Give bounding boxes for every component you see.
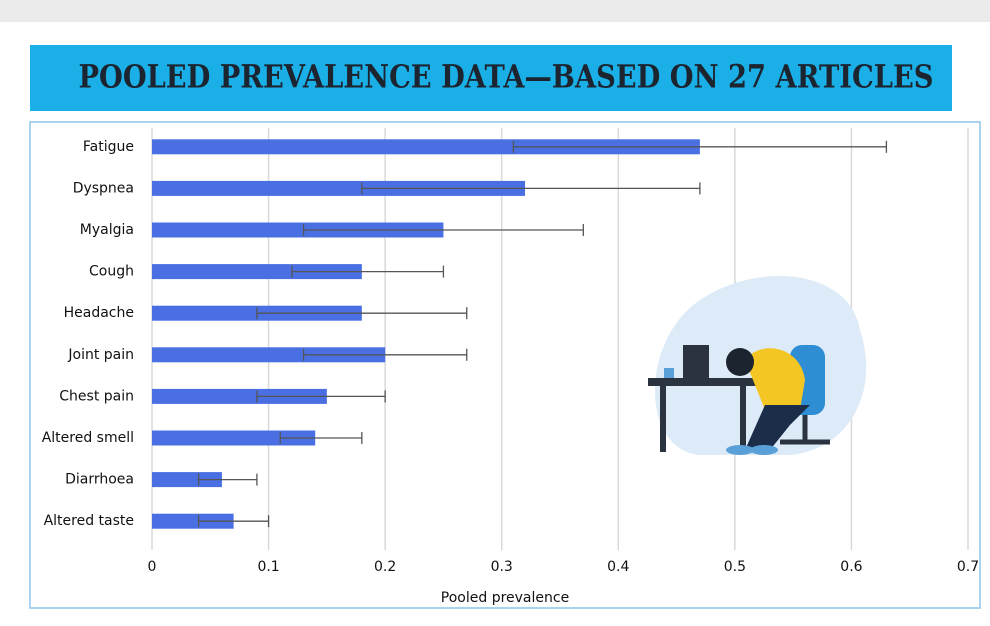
- cup: [664, 368, 674, 378]
- bar: [152, 222, 444, 238]
- shoe: [750, 445, 778, 455]
- y-tick-label: Dyspnea: [73, 180, 134, 196]
- x-tick-label: 0.7: [957, 559, 979, 575]
- top-strip: [0, 0, 990, 22]
- y-tick-label: Chest pain: [59, 388, 134, 404]
- desk-leg: [660, 386, 666, 452]
- title-banner: [30, 45, 952, 111]
- chart-title: POOLED PREVALENCE DATA—BASED ON 27 ARTIC…: [79, 58, 934, 96]
- bar: [152, 430, 316, 446]
- desk: [648, 378, 758, 386]
- y-tick-label: Diarrhoea: [65, 472, 134, 488]
- bar: [152, 388, 327, 404]
- x-tick-label: 0.5: [724, 559, 746, 575]
- y-tick-label: Joint pain: [67, 347, 134, 363]
- y-tick-label: Altered taste: [44, 513, 134, 529]
- shoe: [726, 445, 754, 455]
- plot-frame: [29, 121, 981, 609]
- x-tick-label: 0: [148, 559, 157, 575]
- x-tick-label: 0.4: [607, 559, 629, 575]
- bar: [152, 180, 526, 196]
- illustration: [648, 276, 867, 455]
- x-tick-label: 0.2: [374, 559, 396, 575]
- bar: [152, 347, 386, 363]
- bar: [152, 139, 700, 155]
- x-axis-title: Pooled prevalence: [441, 590, 569, 606]
- x-tick-label: 0.1: [257, 559, 279, 575]
- bar: [152, 513, 234, 529]
- person-body: [745, 348, 805, 410]
- bar: [152, 264, 362, 280]
- person-head: [726, 348, 754, 376]
- y-tick-label: Cough: [89, 264, 134, 280]
- y-tick-label: Altered smell: [42, 430, 134, 446]
- laptop: [683, 345, 709, 378]
- bar: [152, 472, 222, 488]
- person-legs: [745, 405, 810, 450]
- y-tick-label: Headache: [64, 305, 134, 321]
- x-tick-label: 0.6: [840, 559, 862, 575]
- y-tick-label: Fatigue: [83, 139, 134, 155]
- x-tick-label: 0.3: [491, 559, 513, 575]
- desk-leg: [740, 386, 746, 452]
- y-tick-label: Myalgia: [80, 222, 134, 238]
